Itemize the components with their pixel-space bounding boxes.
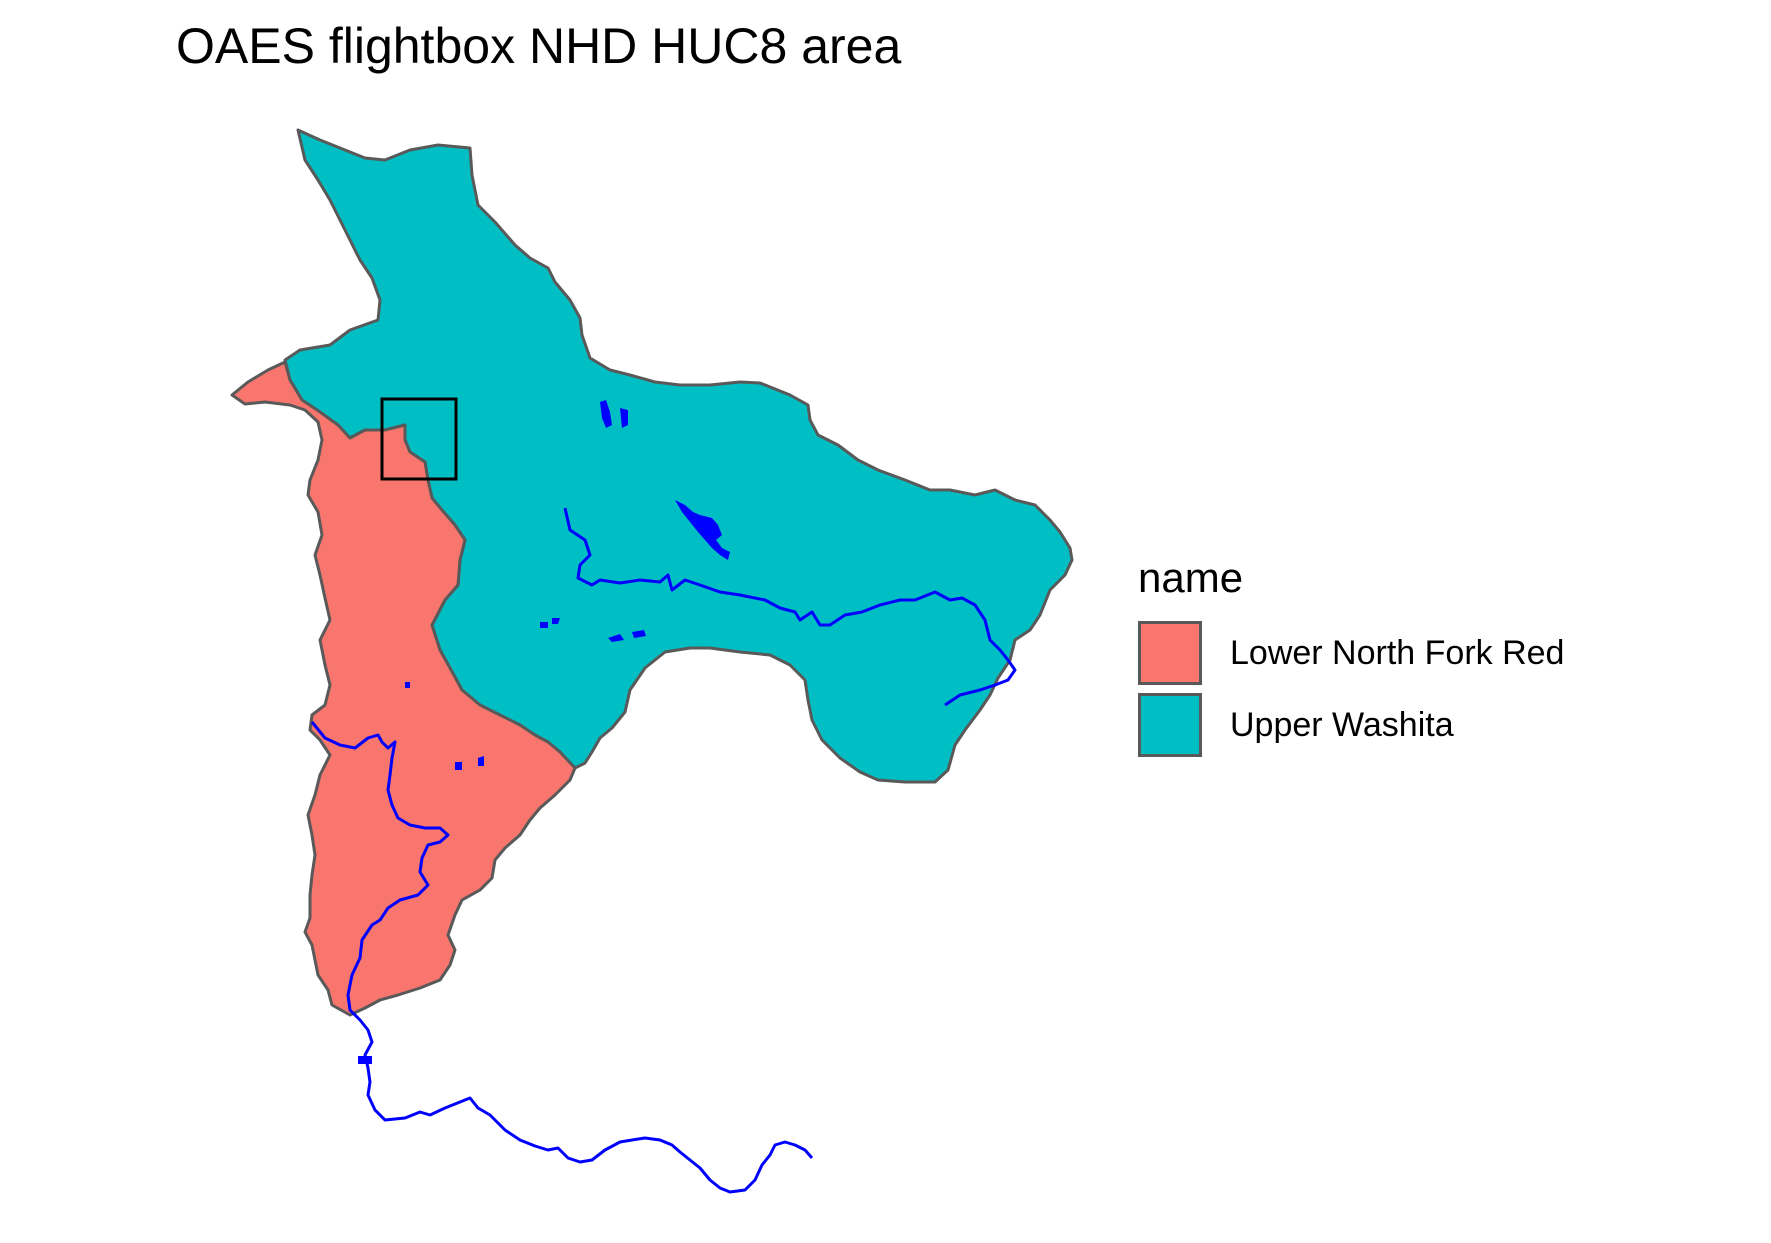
lake xyxy=(455,762,462,770)
map-title: OAES flightbox NHD HUC8 area xyxy=(176,18,902,74)
lake xyxy=(552,618,560,624)
flightbox-rectangle xyxy=(380,397,458,481)
lake xyxy=(608,634,624,642)
lake xyxy=(600,400,612,428)
lake xyxy=(675,500,730,560)
river-washita xyxy=(563,507,1017,707)
river-north-fork-red xyxy=(310,721,814,1194)
legend-key-upper-washita xyxy=(1138,693,1202,757)
lake xyxy=(632,630,646,638)
region-lower-north-fork-red[interactable] xyxy=(230,360,577,1017)
lake xyxy=(478,756,484,766)
legend-item-upper-washita: Upper Washita xyxy=(1138,689,1564,761)
lake xyxy=(620,408,628,428)
lake xyxy=(405,682,410,688)
legend-key-lower-north-fork-red xyxy=(1138,621,1202,685)
water-bodies xyxy=(358,400,730,1064)
legend: name Lower North Fork Red Upper Washita xyxy=(1138,553,1564,761)
legend-item-lower-north-fork-red: Lower North Fork Red xyxy=(1138,617,1564,689)
lake xyxy=(358,1056,372,1064)
legend-label: Lower North Fork Red xyxy=(1230,633,1565,672)
legend-label: Upper Washita xyxy=(1230,705,1454,744)
legend-title: name xyxy=(1138,554,1244,601)
lake xyxy=(540,622,548,628)
